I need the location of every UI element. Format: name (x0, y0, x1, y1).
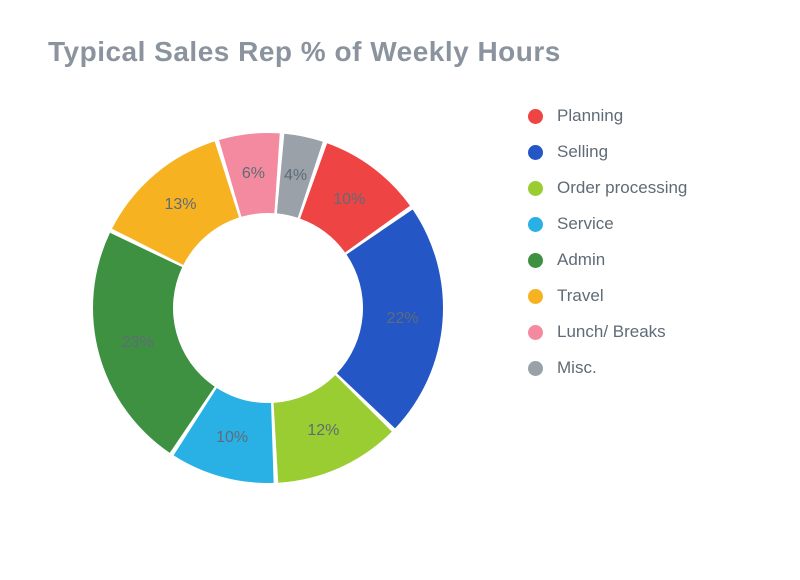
legend-item-misc: Misc. (528, 358, 687, 378)
legend-item-order-processing: Order processing (528, 178, 687, 198)
legend-dot-lunch-breaks (528, 325, 543, 340)
legend-dot-travel (528, 289, 543, 304)
legend-label-service: Service (557, 214, 614, 234)
slice-label-planning: 10% (333, 191, 365, 209)
legend-item-service: Service (528, 214, 687, 234)
legend-item-selling: Selling (528, 142, 687, 162)
legend-item-planning: Planning (528, 106, 687, 126)
legend-dot-selling (528, 145, 543, 160)
legend-item-travel: Travel (528, 286, 687, 306)
chart-title: Typical Sales Rep % of Weekly Hours (48, 36, 760, 68)
slice-label-order-processing: 12% (307, 422, 339, 440)
donut-chart: 10% 22% 12% 10% 23% 13% 6% 4% (48, 88, 488, 528)
slice-label-travel: 13% (164, 196, 196, 214)
legend-label-selling: Selling (557, 142, 608, 162)
legend-dot-service (528, 217, 543, 232)
legend-item-lunch-breaks: Lunch/ Breaks (528, 322, 687, 342)
legend-label-order-processing: Order processing (557, 178, 687, 198)
legend-item-admin: Admin (528, 250, 687, 270)
legend-label-admin: Admin (557, 250, 605, 270)
slice-label-service: 10% (216, 429, 248, 447)
legend-label-travel: Travel (557, 286, 604, 306)
chart-container: Typical Sales Rep % of Weekly Hours 10% 2… (0, 0, 800, 580)
legend-label-misc: Misc. (557, 358, 597, 378)
slice-label-admin: 23% (122, 334, 154, 352)
legend-dot-misc (528, 361, 543, 376)
slice-label-selling: 22% (387, 310, 419, 328)
legend-dot-order-processing (528, 181, 543, 196)
slice-label-lunch-breaks: 6% (242, 165, 265, 183)
legend-dot-planning (528, 109, 543, 124)
legend-label-lunch-breaks: Lunch/ Breaks (557, 322, 666, 342)
legend: Planning Selling Order processing Service Ad… (528, 106, 687, 378)
chart-content-row: 10% 22% 12% 10% 23% 13% 6% 4% Planning Selling Or… (48, 88, 760, 528)
legend-dot-admin (528, 253, 543, 268)
slice-label-misc: 4% (284, 167, 307, 185)
legend-label-planning: Planning (557, 106, 623, 126)
